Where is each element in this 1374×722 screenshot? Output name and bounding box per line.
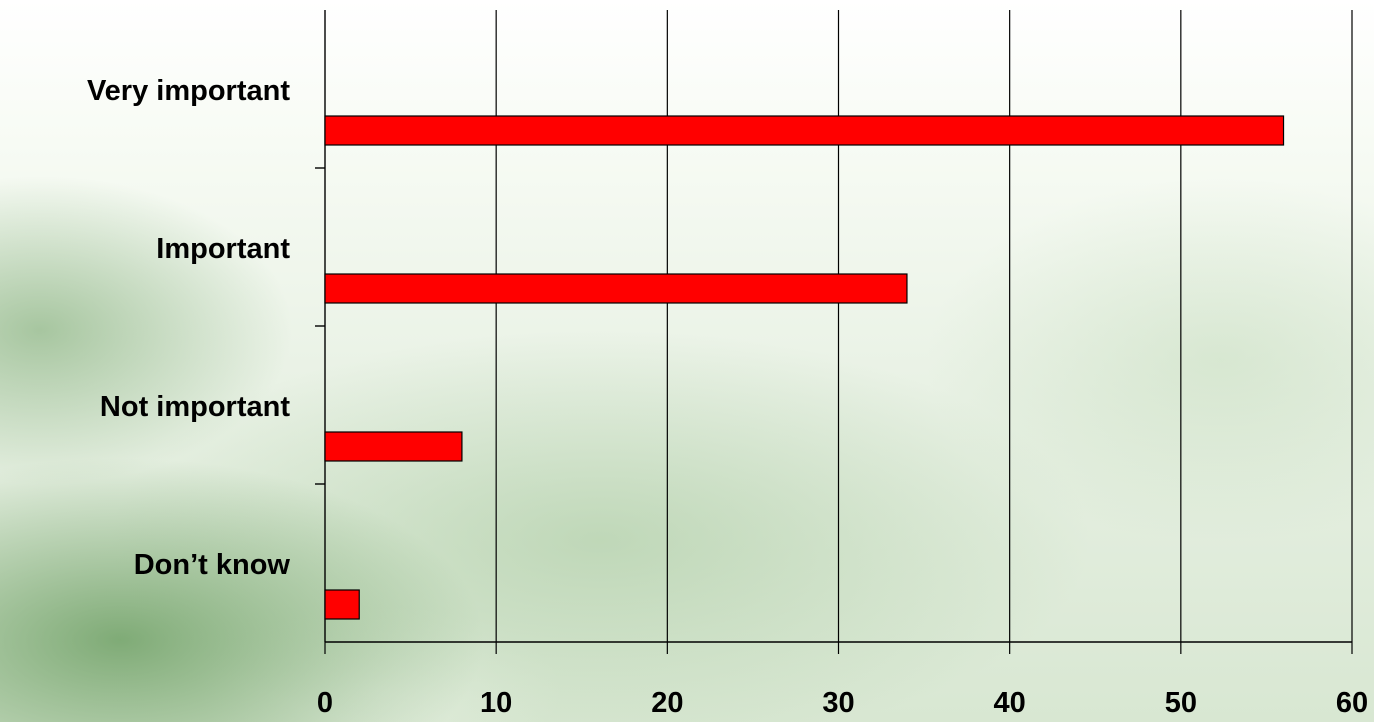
plot-frame xyxy=(315,10,1353,654)
category-label-don-t-know: Don’t know xyxy=(134,549,291,581)
category-label-not-important: Not important xyxy=(100,391,290,423)
x-tick-label-50: 50 xyxy=(1165,687,1197,719)
x-tick-labels: 0 10 20 30 40 50 60 xyxy=(317,687,1368,719)
x-tick-label-40: 40 xyxy=(994,687,1026,719)
x-tick-label-30: 30 xyxy=(822,687,854,719)
bar-very-important xyxy=(324,115,1285,146)
x-tick-label-60: 60 xyxy=(1336,687,1368,719)
bar-not-important xyxy=(324,431,463,462)
bar-important xyxy=(324,273,908,304)
category-label-important: Important xyxy=(156,233,290,265)
gridlines xyxy=(495,10,1353,642)
x-tick-label-10: 10 xyxy=(480,687,512,719)
bar-don-t-know xyxy=(324,589,360,620)
category-label-very-important: Very important xyxy=(87,75,290,107)
x-tick-label-20: 20 xyxy=(651,687,683,719)
x-tick-label-0: 0 xyxy=(317,687,333,719)
bars xyxy=(324,115,1285,620)
category-labels: Very important Important Not important Don’… xyxy=(87,75,290,581)
